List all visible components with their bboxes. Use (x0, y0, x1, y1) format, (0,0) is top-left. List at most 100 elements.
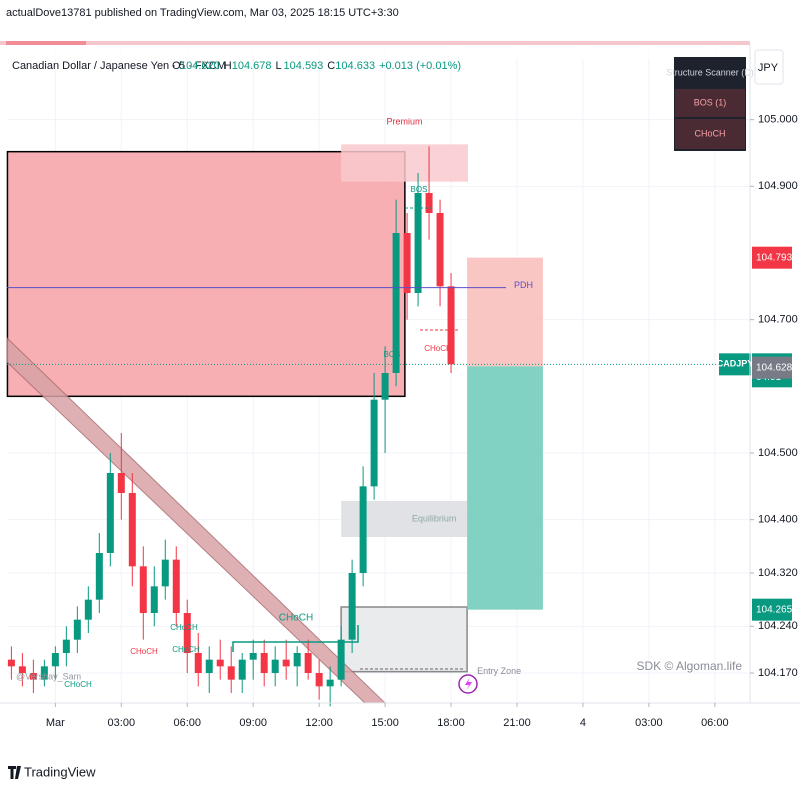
ohlc-text: L (276, 60, 282, 72)
ohlc: O 104.620 H 104.678 L 104.593 C 104.633 +0.013 (… (172, 60, 461, 72)
ohlc-text: 104.678 (232, 60, 272, 72)
candle-body (29, 673, 37, 680)
candle-body (128, 493, 136, 567)
annotation: BOS (411, 185, 428, 194)
choch-line (232, 625, 359, 652)
price-tag-label: 104.628 (756, 362, 793, 373)
candle-body (62, 639, 70, 653)
candles (7, 146, 455, 707)
symbol-tag (719, 353, 751, 376)
x-tick-label: 15:00 (371, 717, 399, 729)
price-tag (752, 246, 792, 269)
y-tick-label: 104.500 (758, 447, 798, 459)
candle-body (260, 653, 268, 673)
candle-body (216, 659, 224, 667)
top-strip-mark (6, 41, 86, 45)
candle-body (194, 653, 202, 673)
brand: TradingView (24, 764, 96, 779)
ohlc-text: O (172, 60, 181, 72)
candle-body (381, 373, 389, 400)
candle-body (414, 193, 422, 293)
y-tick-label: 104.900 (758, 180, 798, 192)
top-strip (0, 41, 750, 45)
candle-body (359, 486, 367, 573)
annotation: CHoCH (130, 647, 158, 656)
annotation: BOS (384, 350, 401, 359)
x-tick-label: 09:00 (239, 717, 267, 729)
candle-body (139, 566, 147, 613)
annotation: CHoCH (64, 680, 92, 689)
candle-body (51, 653, 59, 667)
x-tick-label: Mar (46, 717, 65, 729)
candle-body (425, 193, 433, 213)
candle-body (282, 659, 290, 667)
symbol-tag-label: CADJPY (717, 359, 754, 369)
price-tag (752, 356, 792, 379)
candle-body (18, 666, 26, 673)
candle-body (326, 679, 334, 687)
watermark: SDK © Algoman.life (636, 659, 742, 673)
x-tick-label: 06:00 (701, 717, 729, 729)
currency: JPY (758, 62, 779, 74)
candle-body (172, 559, 180, 613)
y-tick-label: 105.000 (758, 114, 798, 126)
level-label: PDH (514, 280, 533, 290)
zone-label: Premium (387, 117, 423, 127)
overlay: PDH CADJPY (7, 280, 754, 376)
x-tick-label: 21:00 (503, 717, 531, 729)
brand-logo (8, 766, 21, 779)
symbol: Canadian Dollar / Japanese Yen · 5 · FXC… (12, 60, 226, 72)
candle-body (84, 599, 92, 620)
candle-body (348, 573, 356, 640)
candle-body (150, 586, 158, 613)
currency-button[interactable] (754, 49, 784, 85)
scanner-cell (675, 89, 745, 117)
zone (467, 366, 543, 610)
y-tick-label: 104.240 (758, 620, 798, 632)
candle-body (227, 666, 235, 680)
ohlc-text: +0.013 (+0.01%) (379, 60, 461, 72)
scanner-cell (675, 119, 745, 149)
candle-body (183, 613, 191, 653)
zone (6, 150, 406, 398)
zones: Premium Equilibrium Entry Zone (6, 117, 543, 676)
zone-label: Entry Zone (477, 666, 521, 676)
candle-body (40, 666, 48, 680)
zone (340, 606, 468, 673)
x-tick-label: 4 (580, 717, 586, 729)
ohlc-text: H (224, 60, 232, 72)
alert-bolt (465, 677, 472, 691)
price-tag-label: 104.265 (756, 604, 793, 615)
candle-body (271, 659, 279, 673)
annotation: CHoCH (279, 613, 313, 624)
candle-body (337, 639, 345, 680)
candle-body (304, 653, 312, 673)
scanner-row: CHoCH (694, 128, 725, 138)
candle-body (7, 659, 15, 667)
legend-bg (0, 45, 750, 59)
x-tick-label: 03:00 (635, 717, 663, 729)
scanner-title: Structure Scanner (D) (666, 67, 754, 77)
zone (341, 144, 468, 182)
price-tag (752, 598, 792, 621)
x-tick-label: 18:00 (437, 717, 465, 729)
candle-body (249, 653, 257, 660)
x-tick-label: 03:00 (108, 717, 136, 729)
y-tick-label: 104.170 (758, 667, 798, 679)
candle-body (117, 473, 125, 493)
axes: 105.000 104.900 104.700 104.500 104.400 104.3… (46, 114, 798, 729)
annotation: CHoCH (172, 645, 200, 654)
annotation: CHoCH (170, 623, 198, 632)
zone (467, 257, 543, 367)
ohlc-text: 104.620 (180, 60, 220, 72)
x-tick-label: 06:00 (173, 717, 201, 729)
candle-body (106, 473, 114, 553)
ohlc-text: C (327, 60, 335, 72)
ohlc-text: 104.633 (335, 60, 375, 72)
y-tick-label: 104.700 (758, 314, 798, 326)
candle-body (293, 653, 301, 667)
candle-body (370, 399, 378, 487)
candle-body (436, 213, 444, 287)
